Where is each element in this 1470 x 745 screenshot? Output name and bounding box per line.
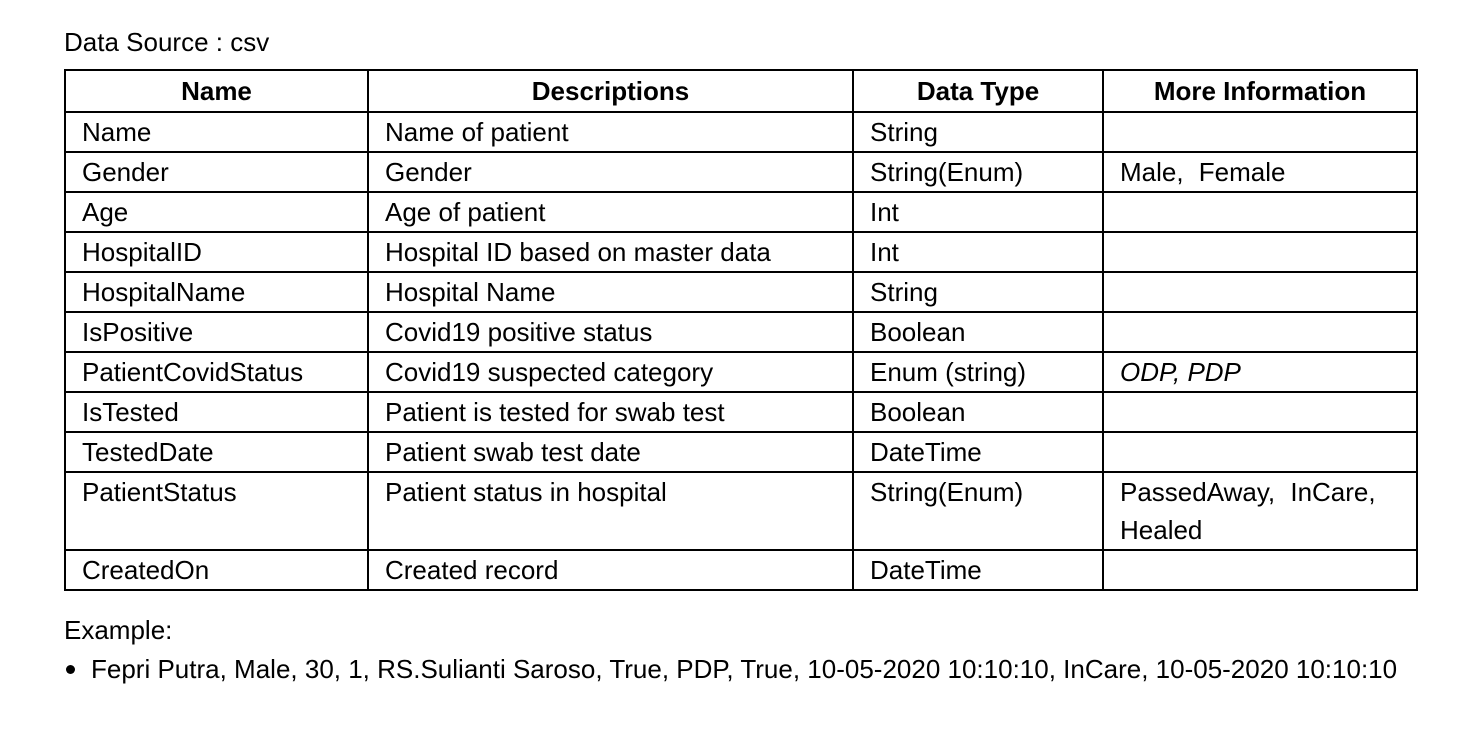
field-name-cell: TestedDate <box>64 431 369 473</box>
field-more-info-cell <box>1102 231 1418 273</box>
table-row: HospitalName Hospital Name String <box>64 271 1418 313</box>
field-name-cell: PatientStatus <box>64 471 369 551</box>
field-name-cell: PatientCovidStatus <box>64 351 369 393</box>
bullet-icon <box>66 665 75 674</box>
column-header-name: Name <box>64 69 369 113</box>
field-name-cell: HospitalName <box>64 271 369 313</box>
table-row: CreatedOn Created record DateTime <box>64 549 1418 591</box>
field-name-cell: IsPositive <box>64 311 369 353</box>
table-row: Gender Gender String(Enum) Male, Female <box>64 151 1418 193</box>
field-type-cell: Boolean <box>852 391 1104 433</box>
field-more-info-cell <box>1102 271 1418 313</box>
field-more-info-cell <box>1102 431 1418 473</box>
table-row: HospitalID Hospital ID based on master d… <box>64 231 1418 273</box>
field-description-cell: Patient is tested for swab test <box>367 391 854 433</box>
field-description-cell: Name of patient <box>367 111 854 153</box>
field-type-cell: Int <box>852 231 1104 273</box>
field-type-cell: Boolean <box>852 311 1104 353</box>
table-row: PatientStatus Patient status in hospital… <box>64 471 1418 551</box>
table-row: IsPositive Covid19 positive status Boole… <box>64 311 1418 353</box>
field-more-info-cell: ODP, PDP <box>1102 351 1418 393</box>
field-more-info-cell <box>1102 391 1418 433</box>
field-more-info-cell <box>1102 549 1418 591</box>
field-description-cell: Patient status in hospital <box>367 471 854 551</box>
field-type-cell: String(Enum) <box>852 151 1104 193</box>
data-source-label: Data Source : csv <box>64 27 270 57</box>
example-label: Example: <box>64 615 173 645</box>
example-list: Fepri Putra, Male, 30, 1, RS.Sulianti Sa… <box>66 650 1418 688</box>
field-description-cell: Hospital Name <box>367 271 854 313</box>
field-more-info-cell <box>1102 111 1418 153</box>
field-description-cell: Covid19 positive status <box>367 311 854 353</box>
field-description-cell: Hospital ID based on master data <box>367 231 854 273</box>
column-header-data-type: Data Type <box>852 69 1104 113</box>
field-name-cell: IsTested <box>64 391 369 433</box>
field-more-info-cell <box>1102 311 1418 353</box>
field-description-cell: Covid19 suspected category <box>367 351 854 393</box>
field-name-cell: HospitalID <box>64 231 369 273</box>
field-type-cell: String <box>852 271 1104 313</box>
table-row: TestedDate Patient swab test date DateTi… <box>64 431 1418 473</box>
field-description-cell: Gender <box>367 151 854 193</box>
table-row: Age Age of patient Int <box>64 191 1418 233</box>
column-header-more-information: More Information <box>1102 69 1418 113</box>
field-type-cell: DateTime <box>852 431 1104 473</box>
field-name-cell: Age <box>64 191 369 233</box>
column-header-descriptions: Descriptions <box>367 69 854 113</box>
field-more-info-cell: PassedAway, InCare, Healed <box>1102 471 1418 551</box>
field-type-cell: Enum (string) <box>852 351 1104 393</box>
example-item-text: Fepri Putra, Male, 30, 1, RS.Sulianti Sa… <box>91 654 1398 684</box>
field-description-cell: Created record <box>367 549 854 591</box>
field-more-info-cell <box>1102 191 1418 233</box>
field-description-cell: Patient swab test date <box>367 431 854 473</box>
field-description-cell: Age of patient <box>367 191 854 233</box>
table-row: Name Name of patient String <box>64 111 1418 153</box>
field-type-cell: String(Enum) <box>852 471 1104 551</box>
field-name-cell: CreatedOn <box>64 549 369 591</box>
example-item: Fepri Putra, Male, 30, 1, RS.Sulianti Sa… <box>66 650 1418 688</box>
field-more-info-cell: Male, Female <box>1102 151 1418 193</box>
table-row: PatientCovidStatus Covid19 suspected cat… <box>64 351 1418 393</box>
table-row: IsTested Patient is tested for swab test… <box>64 391 1418 433</box>
field-type-cell: DateTime <box>852 549 1104 591</box>
field-name-cell: Gender <box>64 151 369 193</box>
field-type-cell: Int <box>852 191 1104 233</box>
field-type-cell: String <box>852 111 1104 153</box>
table-header-row: Name Descriptions Data Type More Informa… <box>64 69 1418 113</box>
data-dictionary-table: Name Descriptions Data Type More Informa… <box>64 69 1418 591</box>
field-name-cell: Name <box>64 111 369 153</box>
